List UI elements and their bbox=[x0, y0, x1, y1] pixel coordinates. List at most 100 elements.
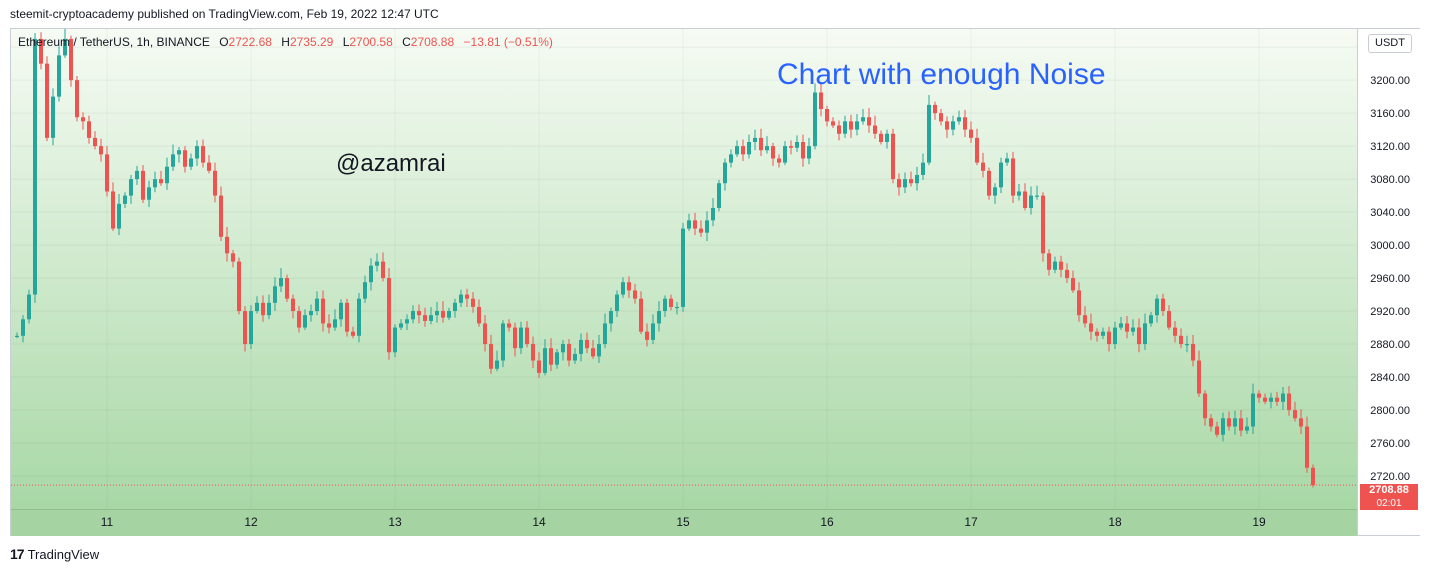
high-label: H bbox=[281, 35, 290, 49]
x-tick-label: 17 bbox=[964, 515, 978, 529]
candle-body bbox=[861, 117, 865, 122]
candle-body bbox=[129, 179, 133, 196]
candle-body bbox=[345, 302, 349, 332]
candle-body bbox=[405, 319, 409, 324]
candle-body bbox=[717, 183, 721, 208]
low-value: 2700.58 bbox=[349, 35, 393, 49]
tradingview-logo-icon: 17 bbox=[10, 546, 25, 562]
candle-body bbox=[201, 146, 205, 163]
candle-body bbox=[1257, 393, 1261, 398]
candle-105 bbox=[645, 323, 649, 347]
candle-body bbox=[537, 360, 541, 373]
candle-33 bbox=[213, 162, 217, 203]
candle-body bbox=[393, 327, 397, 353]
candle-57 bbox=[357, 292, 361, 343]
candle-4 bbox=[39, 32, 43, 70]
candle-body bbox=[603, 323, 607, 345]
candle-163 bbox=[993, 183, 997, 204]
candle-body bbox=[759, 137, 763, 151]
time-axis[interactable] bbox=[11, 509, 1357, 536]
candle-53 bbox=[333, 309, 337, 331]
candle-body bbox=[1167, 311, 1171, 328]
candle-60 bbox=[375, 253, 379, 272]
candle-body bbox=[1191, 344, 1195, 361]
candle-121 bbox=[741, 139, 745, 161]
candle-body bbox=[435, 311, 439, 316]
candle-72 bbox=[447, 307, 451, 321]
candle-111 bbox=[681, 222, 685, 312]
candle-body bbox=[423, 315, 427, 321]
candle-3 bbox=[33, 33, 37, 303]
x-tick-label: 18 bbox=[1108, 515, 1122, 529]
candle-body bbox=[237, 261, 241, 312]
candle-49 bbox=[309, 304, 313, 322]
candle-body bbox=[825, 109, 829, 122]
candle-212 bbox=[1287, 386, 1291, 416]
candle-body bbox=[831, 121, 835, 126]
candle-body bbox=[417, 311, 421, 316]
candle-162 bbox=[987, 167, 991, 200]
candle-90 bbox=[555, 349, 559, 369]
candle-body bbox=[39, 38, 43, 64]
candle-155 bbox=[945, 116, 949, 138]
candle-21 bbox=[141, 165, 145, 204]
candle-body bbox=[957, 117, 961, 122]
candle-64 bbox=[399, 319, 403, 331]
candle-150 bbox=[915, 166, 919, 191]
candle-197 bbox=[1197, 350, 1201, 397]
bar-countdown: 02:01 bbox=[1376, 498, 1402, 507]
candle-body bbox=[273, 286, 277, 303]
open-label: O bbox=[219, 35, 229, 49]
candle-body bbox=[321, 298, 325, 324]
candle-body bbox=[1089, 323, 1093, 332]
candle-126 bbox=[771, 142, 775, 166]
candle-23 bbox=[153, 171, 157, 193]
candle-body bbox=[99, 146, 103, 155]
candle-190 bbox=[1155, 294, 1159, 323]
candle-body bbox=[291, 298, 295, 312]
y-tick-label: 2960.00 bbox=[1370, 273, 1410, 285]
candle-118 bbox=[723, 158, 727, 191]
candle-body bbox=[1215, 426, 1219, 435]
candle-88 bbox=[543, 339, 547, 376]
candle-211 bbox=[1281, 386, 1285, 411]
candle-body bbox=[1227, 418, 1231, 427]
candle-95 bbox=[585, 332, 589, 354]
candle-32 bbox=[207, 155, 211, 174]
candle-body bbox=[681, 228, 685, 307]
candle-22 bbox=[147, 180, 151, 208]
candle-125 bbox=[765, 136, 769, 154]
candle-body bbox=[921, 162, 925, 175]
candle-body bbox=[879, 133, 883, 142]
candle-146 bbox=[891, 128, 895, 184]
candle-87 bbox=[537, 352, 541, 378]
candle-body bbox=[765, 146, 769, 151]
candle-131 bbox=[801, 134, 805, 167]
candle-body bbox=[783, 146, 787, 163]
candle-117 bbox=[717, 179, 721, 212]
candle-body bbox=[1245, 426, 1249, 431]
candle-157 bbox=[957, 110, 961, 125]
candle-198 bbox=[1203, 390, 1207, 426]
candle-113 bbox=[693, 212, 697, 236]
candle-185 bbox=[1125, 316, 1129, 339]
symbol-name[interactable]: Ethereum / TetherUS, 1h, BINANCE bbox=[18, 35, 210, 49]
high-value: 2735.29 bbox=[289, 35, 334, 49]
price-axis[interactable] bbox=[1357, 29, 1420, 535]
candle-200 bbox=[1215, 421, 1219, 438]
candle-116 bbox=[711, 198, 715, 227]
footer-brand[interactable]: 17 TradingView bbox=[10, 546, 99, 562]
candle-110 bbox=[675, 301, 679, 315]
candle-81 bbox=[501, 320, 505, 368]
candle-body bbox=[609, 311, 613, 324]
candle-55 bbox=[345, 298, 349, 337]
candle-152 bbox=[927, 94, 931, 166]
candle-body bbox=[465, 294, 469, 299]
candle-body bbox=[873, 125, 877, 134]
candle-70 bbox=[435, 301, 439, 323]
currency-button[interactable]: USDT bbox=[1368, 34, 1412, 53]
open-value: 2722.68 bbox=[228, 35, 272, 49]
candle-179 bbox=[1089, 313, 1093, 340]
candle-193 bbox=[1173, 320, 1177, 343]
candle-44 bbox=[279, 268, 283, 293]
